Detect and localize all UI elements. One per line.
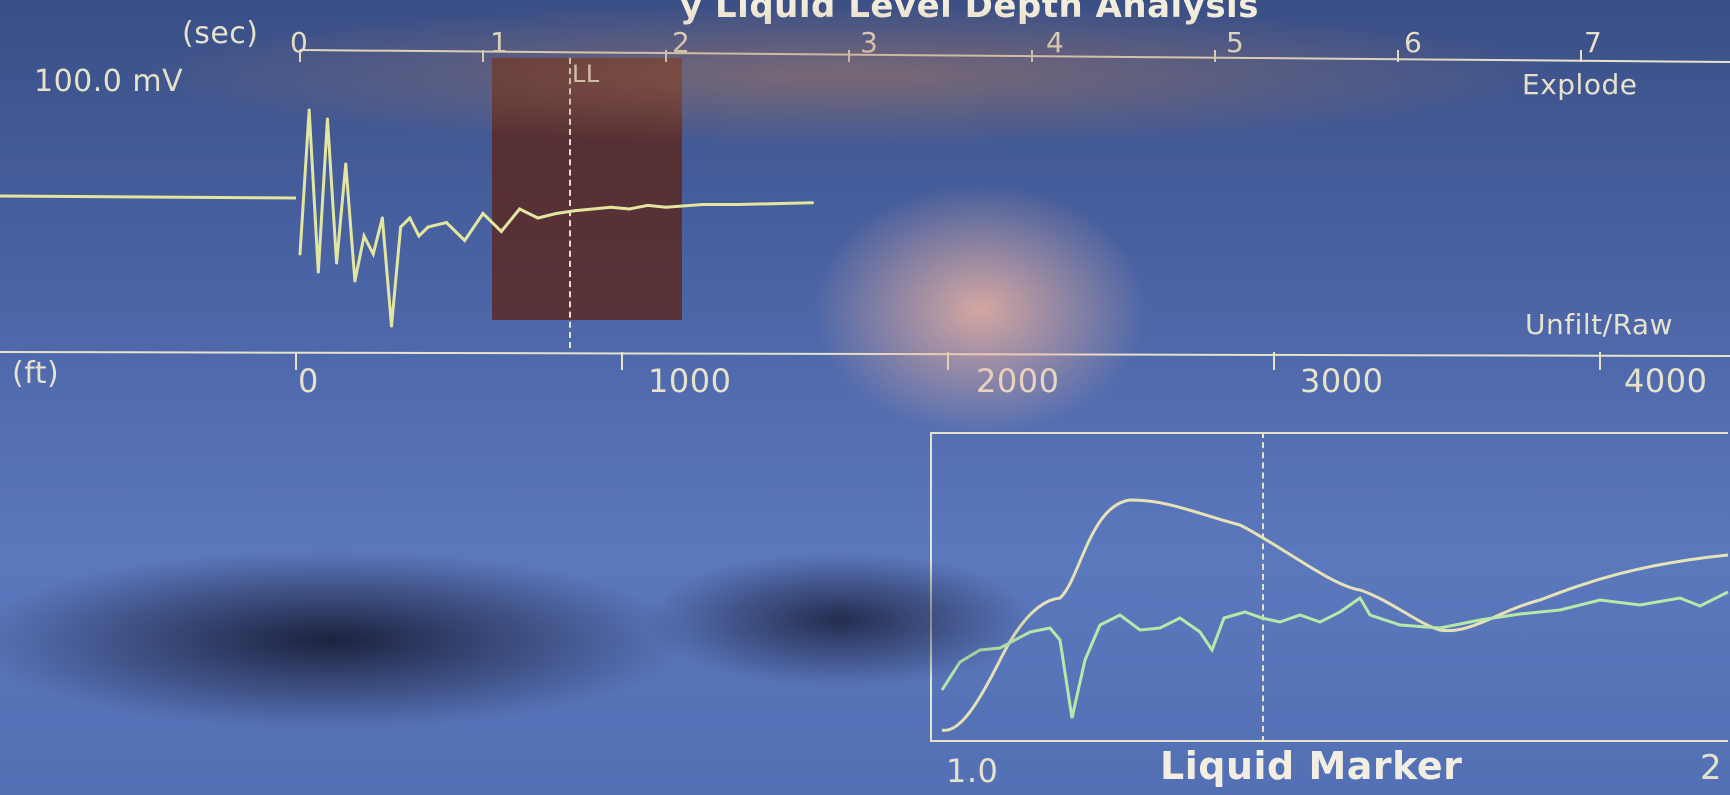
liquid-marker-signal-trace: [940, 590, 1729, 719]
liquid-marker-scale-left: 1.0: [946, 752, 999, 790]
liquid-marker-scale-right: 2: [1700, 748, 1723, 788]
liquid-marker-title: Liquid Marker: [1160, 744, 1463, 788]
